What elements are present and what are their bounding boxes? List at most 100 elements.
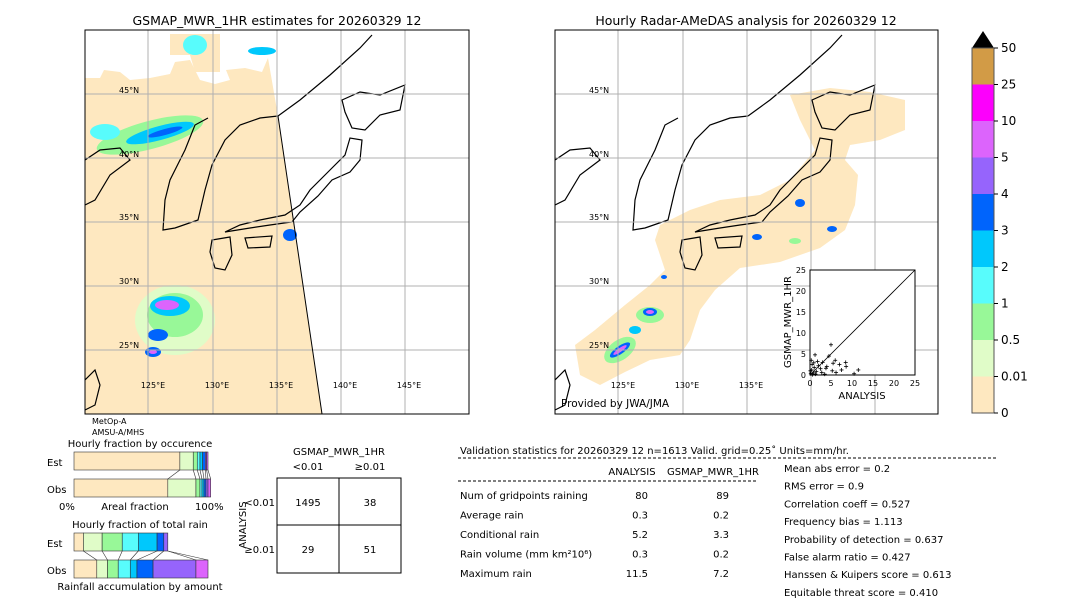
scatter-ytick: 0 [801,371,806,380]
contingency-title: GSMAP_MWR_1HR [293,447,385,458]
scatter-point [852,371,857,376]
scatter-point [856,367,861,372]
col-gsmap: GSMAP_MWR_1HR [667,467,759,478]
lon-label: 145°E [397,381,421,390]
total-rain-chart: Hourly fraction of total rain Est Obs Ra… [47,520,223,593]
lon-label: 135°E [269,381,293,390]
right-map: Hourly Radar-AMeDAS analysis for 2026032… [554,13,939,415]
col-analysis: ANALYSIS [608,467,655,478]
scatter-xtick: 20 [889,379,899,388]
fraction-segment [192,451,198,471]
row-label-est: Est [47,539,63,550]
fraction-segment [121,532,139,552]
scatter-point [811,360,816,365]
scatter-xtick: 25 [910,379,920,388]
total-rain-title: Hourly fraction of total rain [72,520,208,531]
stats-row-label: Rain volume (mm km²10⁶) [460,550,592,561]
fraction-segment [101,532,123,552]
scatter-point [815,359,820,364]
colorbar-tick-label: 50 [1001,41,1016,55]
stats-analysis-value: 11.5 [626,569,648,580]
validation-stats: Validation statistics for 20260329 12 n=… [458,445,996,599]
fraction-segment [73,478,169,498]
colorbar-tick-label: 4 [1001,187,1009,201]
colorbar-tick-label: 0 [1001,406,1009,420]
cell: 38 [364,498,377,509]
fraction-segment [179,451,194,471]
lon-label: 140°E [333,381,357,390]
lat-label: 40°N [589,150,609,159]
scatter-xtick: 15 [868,379,878,388]
stats-row-label: Num of gridpoints raining [460,491,588,502]
stats-score: False alarm ratio = 0.427 [784,553,911,564]
fraction-segment [156,532,165,552]
row-label-obs: Obs [47,566,66,577]
colorbar-swatch [972,303,994,340]
stats-row-label: Maximum rain [460,569,532,580]
colorbar-swatch [972,194,994,231]
lon-label: 130°E [675,381,699,390]
stats-score: Mean abs error = 0.2 [784,464,890,475]
scatter-point [816,363,821,368]
colorbar-swatch [972,340,994,377]
stats-row: Rain volume (mm km²10⁶) 0.3 0.2 [460,550,729,561]
stats-row: Conditional rain 5.2 3.3 [460,530,729,541]
scatter-point [820,360,825,365]
fraction-segment [107,559,119,579]
fraction-segment [205,478,209,498]
scatter-xtick: 10 [847,379,857,388]
stats-score: Frequency bias = 1.113 [784,517,903,528]
stats-analysis-value: 0.3 [632,511,648,522]
lat-label: 25°N [589,341,609,350]
lat-label: 35°N [589,213,609,222]
colorbar-tick-label: 25 [1001,78,1016,92]
stats-analysis-value: 5.2 [632,530,648,541]
scatter-point [829,342,833,347]
fraction-segment [136,559,154,579]
col-label: <0.01 [293,462,324,473]
fraction-segment [207,478,211,498]
contingency-table: GSMAP_MWR_1HR <0.01 ≥0.01 1495 38 29 51 … [238,447,402,574]
stats-score: Correlation coeff = 0.527 [784,499,910,510]
stats-gsmap-value: 3.3 [713,530,729,541]
scatter-ticks: 00 5 5 10 10 15 15 20 20 25 25 [796,266,920,388]
colorbar-tick-label: 2 [1001,260,1009,274]
stats-gsmap-value: 0.2 [713,511,729,522]
colorbar-tick-label: 1 [1001,297,1009,311]
scatter-point [834,370,839,375]
stats-score: Hanssen & Kuipers score = 0.613 [784,570,951,581]
fraction-segment [195,559,209,579]
lon-label: 130°E [205,381,229,390]
scatter-point [839,367,844,372]
fraction-segment [73,451,181,471]
scatter-point [812,365,817,370]
colorbar-swatch [972,84,994,121]
scatter-point [837,362,842,367]
fraction-segment [196,451,201,471]
occurrence-title: Hourly fraction by occurence [68,439,212,450]
row-label: ≥0.01 [244,545,275,556]
scatter-ytick: 20 [796,287,806,296]
axis-min-label: 0% [59,502,75,513]
stats-gsmap-value: 0.2 [713,550,729,561]
fraction-segment [73,532,84,552]
scatter-point [822,372,827,377]
fraction-segment [167,478,197,498]
cell: 1495 [295,498,320,509]
colorbar-extend-arrow [972,31,994,48]
scatter-point [813,352,818,357]
scatter-point [843,360,848,365]
lon-label: 125°E [611,381,635,390]
scatter-points [808,342,861,377]
scatter-ylabel: GSMAP_MWR_1HR [783,276,794,368]
stats-score: Probability of detection = 0.637 [784,535,943,546]
lat-label: 45°N [119,86,139,95]
row-axis-label: ANALYSIS [238,501,249,548]
colorbar-swatch [972,121,994,158]
fraction-segment [129,559,138,579]
rain-cells [90,35,297,357]
row-label-est: Est [47,458,63,469]
stats-analysis-value: 0.3 [632,550,648,561]
fraction-segment [73,559,98,579]
colorbar-tick-label: 0.01 [1001,370,1028,384]
